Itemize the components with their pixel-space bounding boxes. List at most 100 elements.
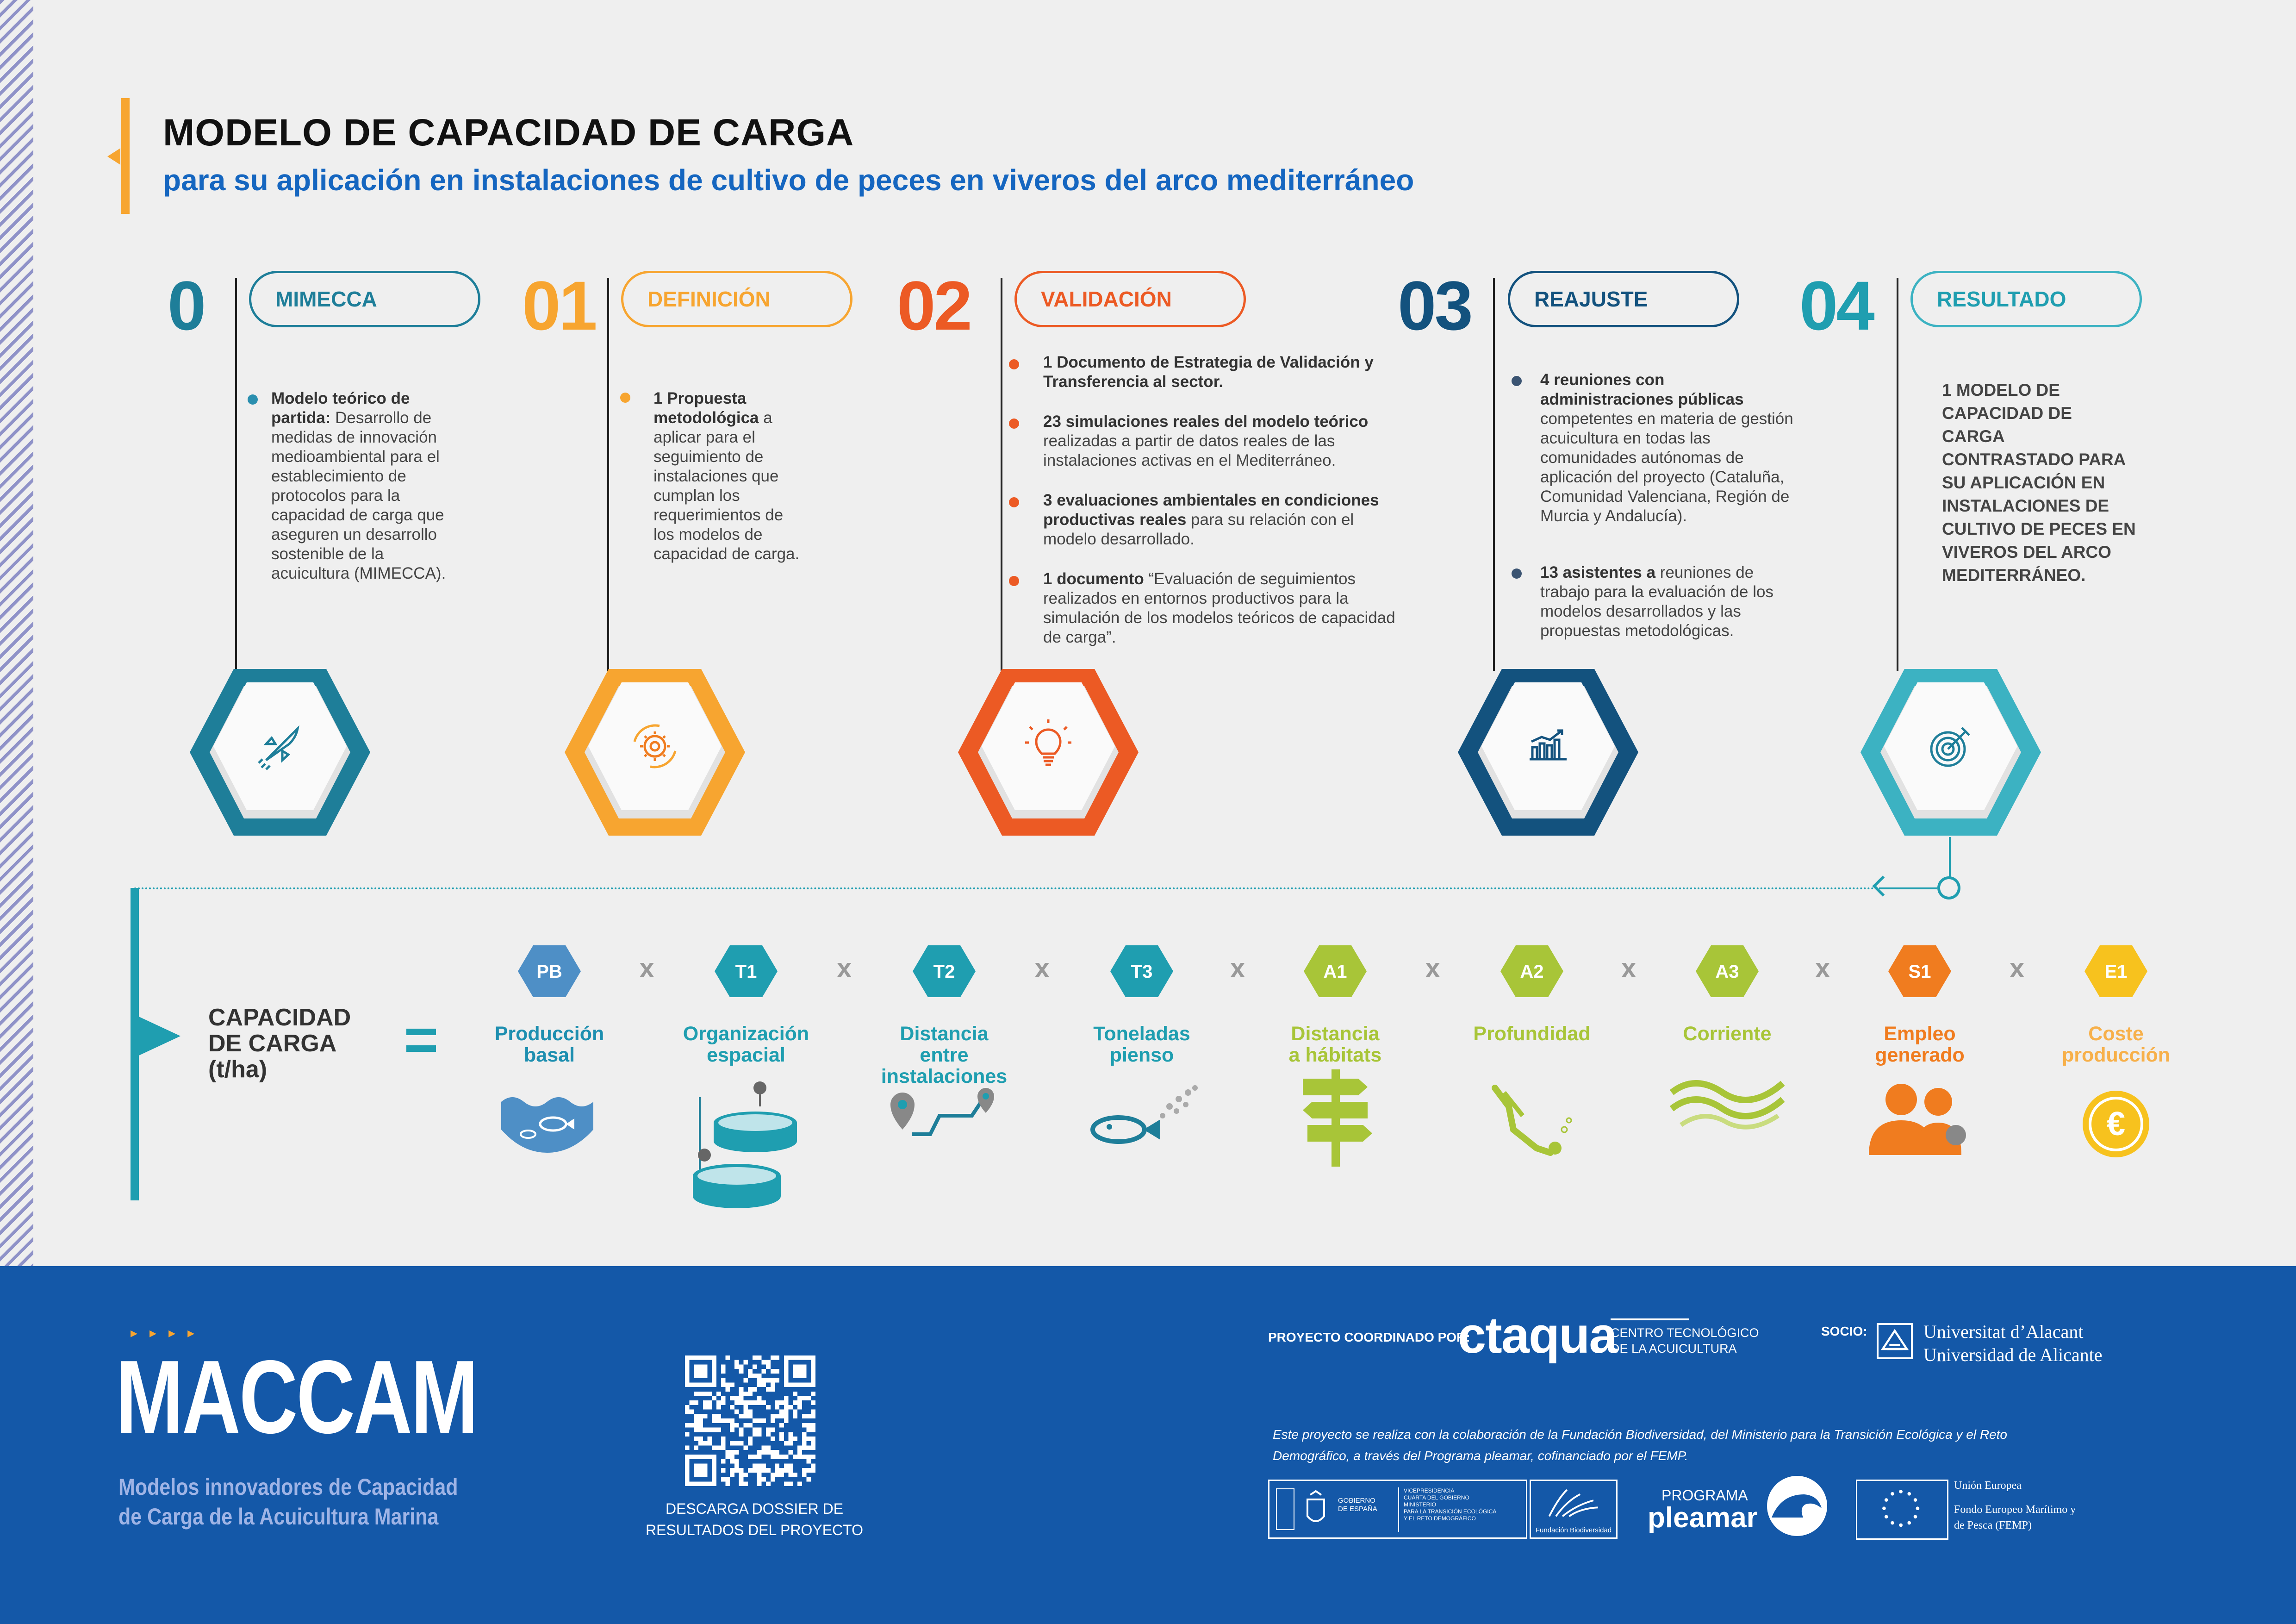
multiply-sign: x <box>1815 953 1830 983</box>
factor-code: T3 <box>1131 962 1153 982</box>
step-connector-line <box>1897 278 1898 671</box>
factor-code: PB <box>536 962 562 982</box>
flag-icon <box>1276 1488 1294 1530</box>
factor-hex-a3: A3 <box>1695 944 1760 998</box>
bullet <box>1009 576 1019 586</box>
step-label-validacion: VALIDACIÓN <box>1014 271 1246 327</box>
step-description: 1 Propuesta metodológica a aplicar para … <box>653 389 800 563</box>
capacity-label: CAPACIDAD DE CARGA (t/ha) <box>208 1004 351 1083</box>
multiply-sign: x <box>1034 953 1050 983</box>
step-number: 01 <box>522 267 597 344</box>
brand-logo: MACCAM <box>116 1338 479 1455</box>
factor-hex-s1: S1 <box>1887 944 1952 998</box>
factor-hex-t2: T2 <box>912 944 977 998</box>
ministry-label: VICEPRESIDENCIA CUARTA DEL GOBIERNO MINIST… <box>1404 1487 1497 1522</box>
ctaqua-subtitle: CENTRO TECNOLÓGICO DE LA ACUICULTURA <box>1611 1326 1759 1355</box>
eu-fund-label: Unión Europea Fondo Europeo Marítimo y de … <box>1954 1480 2076 1531</box>
bullet <box>1512 376 1522 386</box>
step-connector-line <box>235 278 237 671</box>
factor-label: Distancia entre instalaciones <box>881 1023 1008 1087</box>
brand-tagline: Modelos innovadores de Capacidad de Carga… <box>118 1474 458 1530</box>
multiply-sign: x <box>639 953 654 983</box>
multiply-sign: x <box>1621 953 1636 983</box>
coat-of-arms-icon <box>1302 1488 1330 1530</box>
result-text: 1 MODELO DE CAPACIDAD DE CARGA CONTRASTA… <box>1942 381 2136 585</box>
step-label-definicion: DEFINICIÓN <box>621 271 852 327</box>
step-hex-resultado <box>1858 667 2043 838</box>
factor-hex-pb: PB <box>517 944 582 998</box>
step-label-resultado: RESULTADO <box>1910 271 2142 327</box>
fish-feed-icon <box>1082 1079 1202 1153</box>
step-hex-validacion <box>956 667 1141 838</box>
factor-label: Producción basal <box>494 1023 604 1066</box>
connector-arrow-line <box>1879 887 1937 889</box>
step-connector-line <box>1001 278 1002 671</box>
step-connector-line <box>607 278 609 671</box>
formula-flag-pole <box>131 888 139 1200</box>
bullet <box>1009 359 1019 369</box>
factor-hex-a2: A2 <box>1500 944 1564 998</box>
coordinator-label: PROYECTO COORDINADO POR: <box>1268 1330 1470 1344</box>
step-description: Modelo teórico de partida: Desarrollo de… <box>271 389 446 582</box>
dotted-connector <box>134 887 1879 889</box>
bullet <box>1009 418 1019 429</box>
divider <box>1398 1487 1399 1532</box>
gear-cycle-icon <box>565 669 745 836</box>
page-subtitle: para su aplicación en instalaciones de c… <box>163 163 1414 197</box>
bar-chart-icon <box>1458 669 1638 836</box>
factor-label: Corriente <box>1683 1023 1772 1045</box>
step-item: 4 reuniones con administraciones pública… <box>1540 371 1793 525</box>
decorative-arrows: ▸▸▸▸ <box>131 1325 207 1341</box>
factor-code: A2 <box>1520 962 1543 982</box>
factor-code: T2 <box>933 962 955 982</box>
university-logo-icon <box>1877 1323 1913 1359</box>
bullet <box>248 394 258 405</box>
step-number: 03 <box>1398 267 1473 344</box>
equals-sign <box>406 1029 436 1035</box>
bullet <box>1009 497 1019 507</box>
page-title: MODELO DE CAPACIDAD DE CARGA <box>163 112 854 154</box>
factor-code: T1 <box>735 962 757 982</box>
rocket-icon <box>190 669 370 836</box>
factor-code: E1 <box>2105 962 2128 982</box>
connector-node <box>1937 876 1960 899</box>
bullet <box>620 393 630 403</box>
euro-coin-icon: € <box>2079 1087 2153 1161</box>
pleamar-logo: PROGRAMA pleamar <box>1648 1487 1758 1534</box>
multiply-sign: x <box>2010 953 2025 983</box>
factor-label: Empleo generado <box>1875 1023 1965 1066</box>
step-item: 23 simulaciones reales del modelo teóric… <box>1043 412 1369 469</box>
step-hex-definicion <box>562 667 747 838</box>
fundacion-label: Fundación Biodiversidad <box>1535 1526 1612 1534</box>
qr-code[interactable] <box>685 1355 815 1486</box>
step-number: 04 <box>1799 267 1875 344</box>
ministry-logo: GOBIERNO DE ESPAÑA VICEPRESIDENCIA CUARTA … <box>1268 1480 1527 1539</box>
decorative-stripe <box>0 0 33 1356</box>
step-item: 13 asistentes a reuniones de trabajo par… <box>1540 563 1773 640</box>
step-number: 02 <box>897 267 972 344</box>
step-item: 1 documento “Evaluación de seguimientos … <box>1043 570 1395 646</box>
arrow-left-icon <box>1872 875 1893 897</box>
step-item: 1 Documento de Estrategia de Validación … <box>1043 353 1374 391</box>
factor-code: A1 <box>1323 962 1347 982</box>
factor-hex-t1: T1 <box>714 944 778 998</box>
step-label-reajuste: REAJUSTE <box>1508 271 1739 327</box>
result-connector <box>1949 837 1951 888</box>
step-label-mimecca: MIMECCA <box>249 271 480 327</box>
bullet <box>1512 568 1522 579</box>
factor-hex-e1: E1 <box>2084 944 2148 998</box>
step-connector-line <box>1493 278 1495 671</box>
factor-code: A3 <box>1715 962 1739 982</box>
people-icon <box>1864 1074 1975 1157</box>
factor-label: Toneladas pienso <box>1093 1023 1190 1066</box>
collaboration-text: Este proyecto se realiza con la colabora… <box>1273 1427 2007 1463</box>
footer <box>0 1266 2296 1624</box>
multiply-sign: x <box>1425 953 1440 983</box>
factor-hex-t3: T3 <box>1109 944 1174 998</box>
multiply-sign: x <box>1230 953 1245 983</box>
multiply-sign: x <box>837 953 852 983</box>
step-hex-reajuste <box>1456 667 1641 838</box>
formula-flag-icon <box>139 1017 180 1056</box>
step-item: 3 evaluaciones ambientales en condicione… <box>1043 491 1379 548</box>
grass-icon <box>1548 1489 1598 1518</box>
